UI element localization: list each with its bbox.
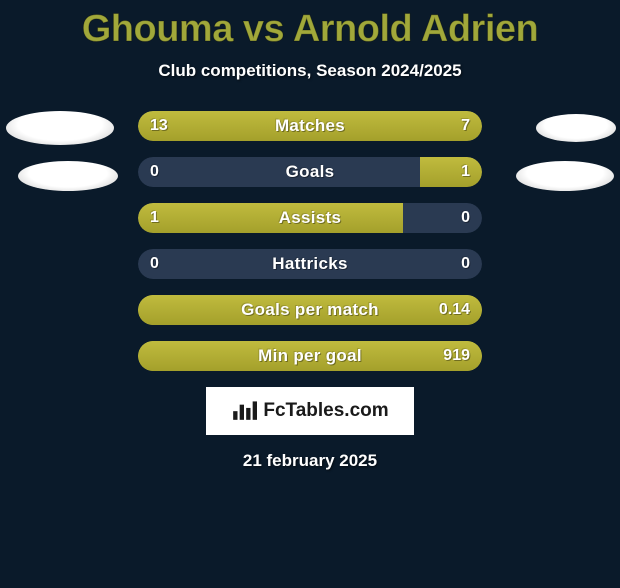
decor-ellipse [516,161,614,191]
stat-value-left: 0 [150,249,159,279]
stat-value-right: 0 [461,249,470,279]
brand-text: FcTables.com [263,400,388,422]
stat-label: Goals [138,157,482,187]
stat-row: Goals per match0.14 [138,295,482,325]
stat-value-right: 919 [443,341,470,371]
stat-label: Min per goal [138,341,482,371]
decor-ellipse [536,114,616,142]
stat-value-right: 1 [461,157,470,187]
stat-value-left: 1 [150,203,159,233]
stat-value-left: 0 [150,157,159,187]
decor-ellipse [6,111,114,145]
bars-container: Matches137Goals01Assists10Hattricks00Goa… [138,111,482,371]
stat-value-right: 0 [461,203,470,233]
decor-ellipse [18,161,118,191]
stat-label: Matches [138,111,482,141]
brand-badge: FcTables.com [206,387,414,435]
stat-label: Assists [138,203,482,233]
stat-row: Min per goal919 [138,341,482,371]
stat-value-left: 13 [150,111,168,141]
bars-icon [231,396,257,427]
stat-row: Hattricks0 0 [138,249,482,279]
page-title: Ghouma vs Arnold Adrien [0,8,620,51]
stat-value-right: 0.14 [439,295,470,325]
stat-row: Matches13 7 [138,111,482,141]
stat-value-right: 7 [461,111,470,141]
date-text: 21 february 2025 [0,451,620,471]
stat-row: Goals0 1 [138,157,482,187]
subtitle: Club competitions, Season 2024/2025 [0,61,620,81]
stat-label: Goals per match [138,295,482,325]
comparison-chart: Matches137Goals01Assists10Hattricks00Goa… [0,111,620,371]
stat-row: Assists1 0 [138,203,482,233]
stat-label: Hattricks [138,249,482,279]
